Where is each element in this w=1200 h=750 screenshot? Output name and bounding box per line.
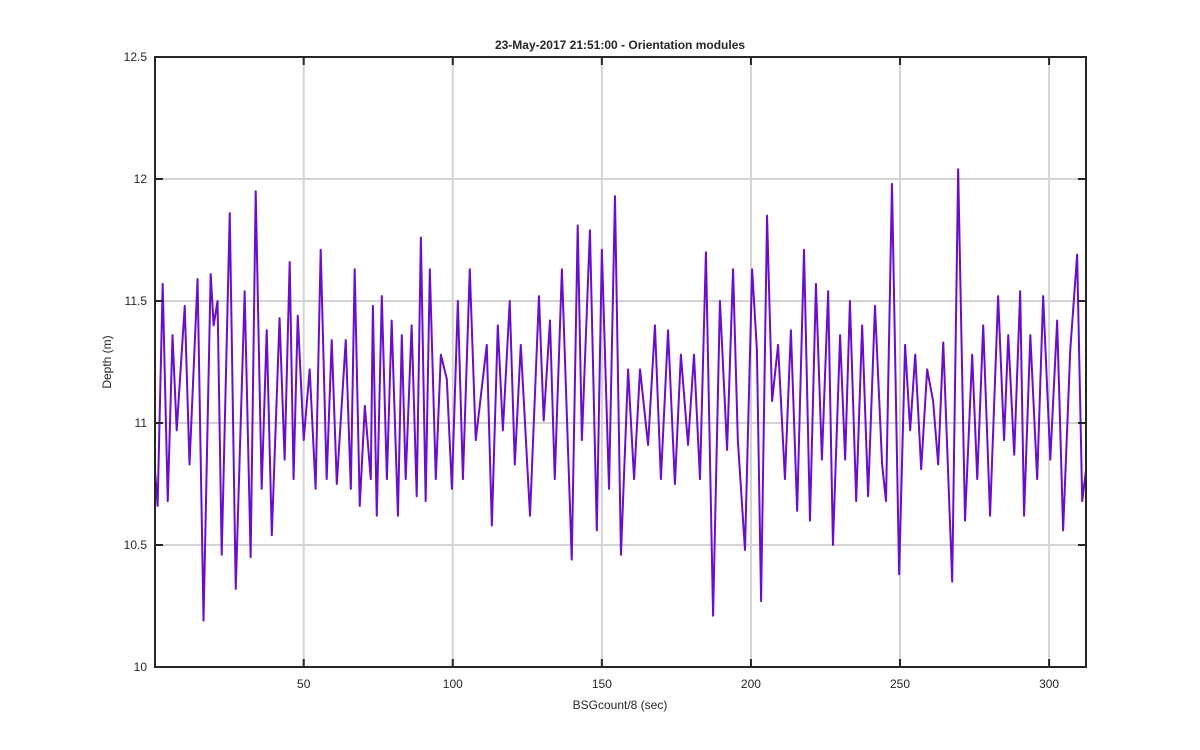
grid [155, 56, 1086, 668]
y-tick-label: 10 [134, 660, 148, 674]
y-tick-label: 10.5 [124, 538, 148, 552]
axes-box [154, 56, 1087, 668]
y-tick-label: 11 [135, 416, 148, 430]
x-tick-label: 300 [1039, 677, 1059, 691]
y-tick-label: 12 [134, 172, 148, 186]
data-line [153, 168, 1088, 622]
x-tick-label: 50 [297, 677, 311, 691]
x-tick-label: 100 [443, 677, 463, 691]
y-axis-label: Depth (m) [100, 335, 114, 388]
x-axis-label: BSGcount/8 (sec) [573, 698, 668, 712]
chart-title: 23-May-2017 21:51:00 - Orientation modul… [495, 38, 745, 52]
axes: 50 100 150 200 250 300 10 10.5 11 11.5 12 12.5 [124, 50, 1087, 691]
x-tick-label: 150 [592, 677, 612, 691]
y-tick-label: 12.5 [124, 50, 148, 64]
x-tick-label: 250 [890, 677, 910, 691]
y-tick-label: 11.5 [125, 294, 148, 308]
x-tick-label: 200 [741, 677, 761, 691]
plot-area [153, 168, 1088, 622]
